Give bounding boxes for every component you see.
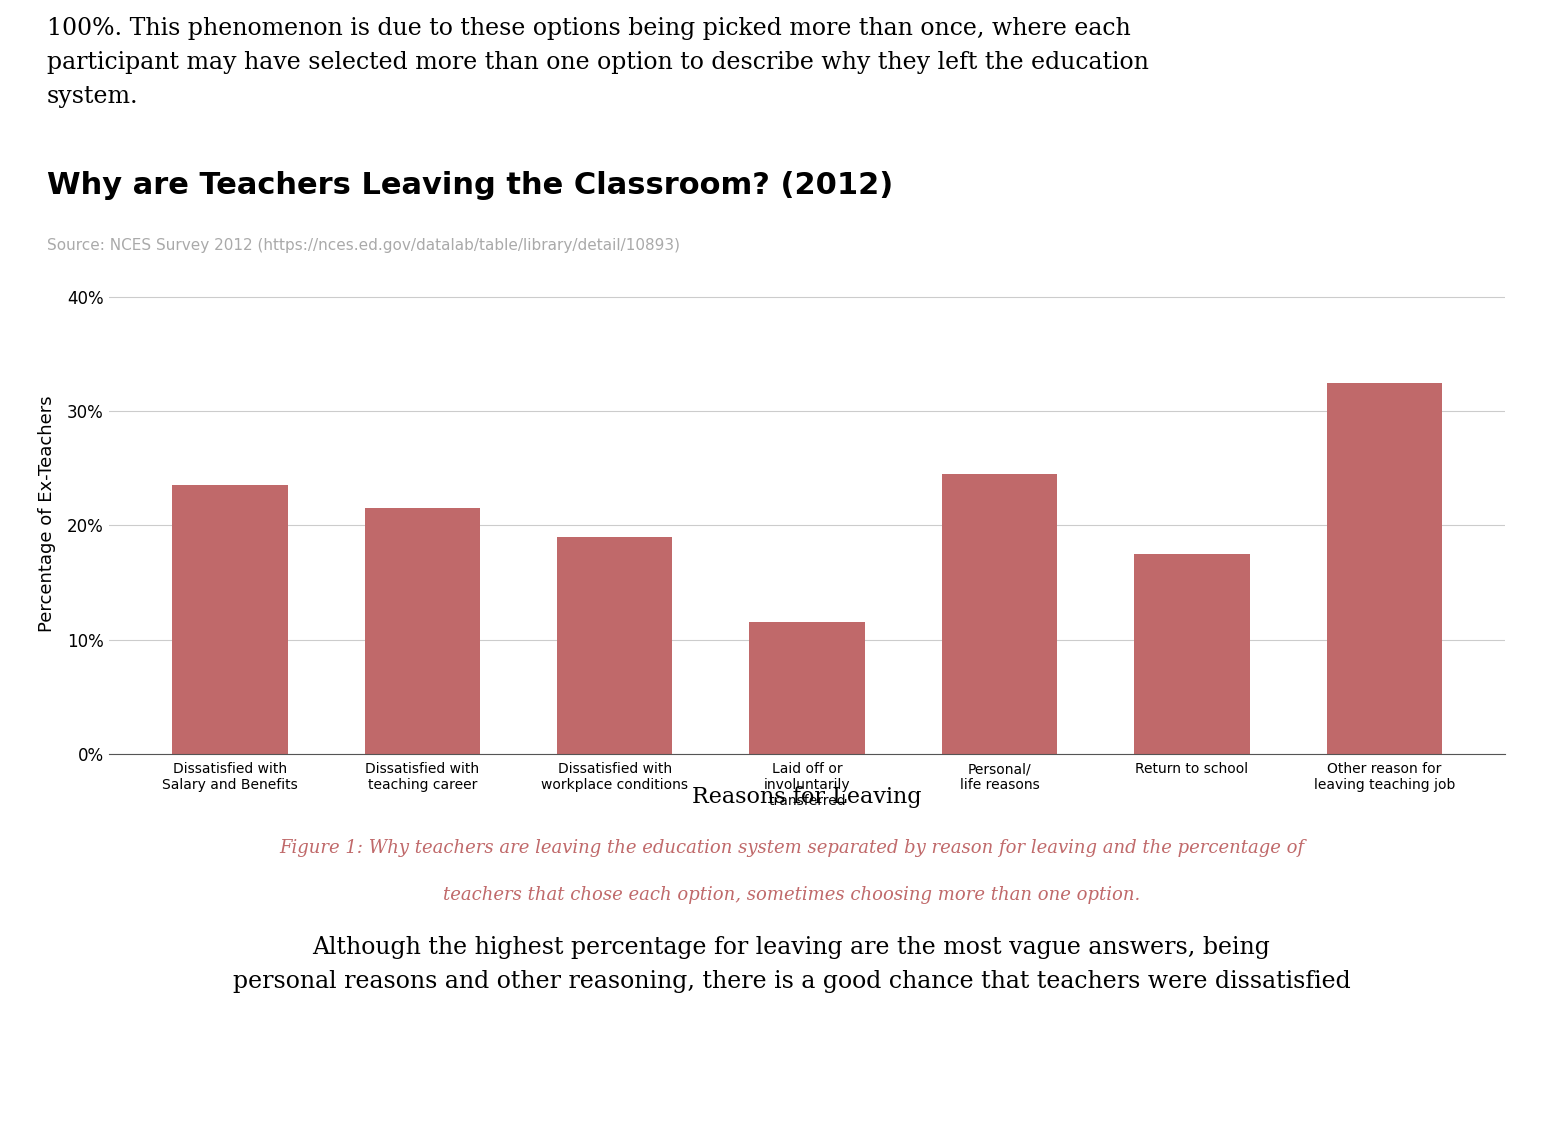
Bar	[365, 508, 480, 754]
Text: Why are Teachers Leaving the Classroom? (2012): Why are Teachers Leaving the Classroom? …	[47, 171, 892, 200]
Bar	[557, 537, 672, 754]
Text: 100%. This phenomenon is due to these options being picked more than once, where: 100%. This phenomenon is due to these op…	[47, 17, 1148, 107]
Text: Although the highest percentage for leaving are the most vague answers, being
pe: Although the highest percentage for leav…	[233, 936, 1350, 994]
Bar	[750, 622, 864, 754]
Text: Figure 1: Why teachers are leaving the education system separated by reason for : Figure 1: Why teachers are leaving the e…	[279, 839, 1304, 858]
Text: Reasons for Leaving: Reasons for Leaving	[692, 786, 922, 807]
Y-axis label: Percentage of Ex-Teachers: Percentage of Ex-Teachers	[37, 395, 56, 633]
Bar	[942, 474, 1057, 754]
Bar	[1327, 383, 1442, 754]
Text: teachers that chose each option, sometimes choosing more than one option.: teachers that chose each option, sometim…	[442, 886, 1141, 904]
Text: Source: NCES Survey 2012 (https://nces.ed.gov/datalab/table/library/detail/10893: Source: NCES Survey 2012 (https://nces.e…	[47, 239, 680, 254]
Bar	[172, 485, 287, 754]
Bar	[1135, 554, 1249, 754]
